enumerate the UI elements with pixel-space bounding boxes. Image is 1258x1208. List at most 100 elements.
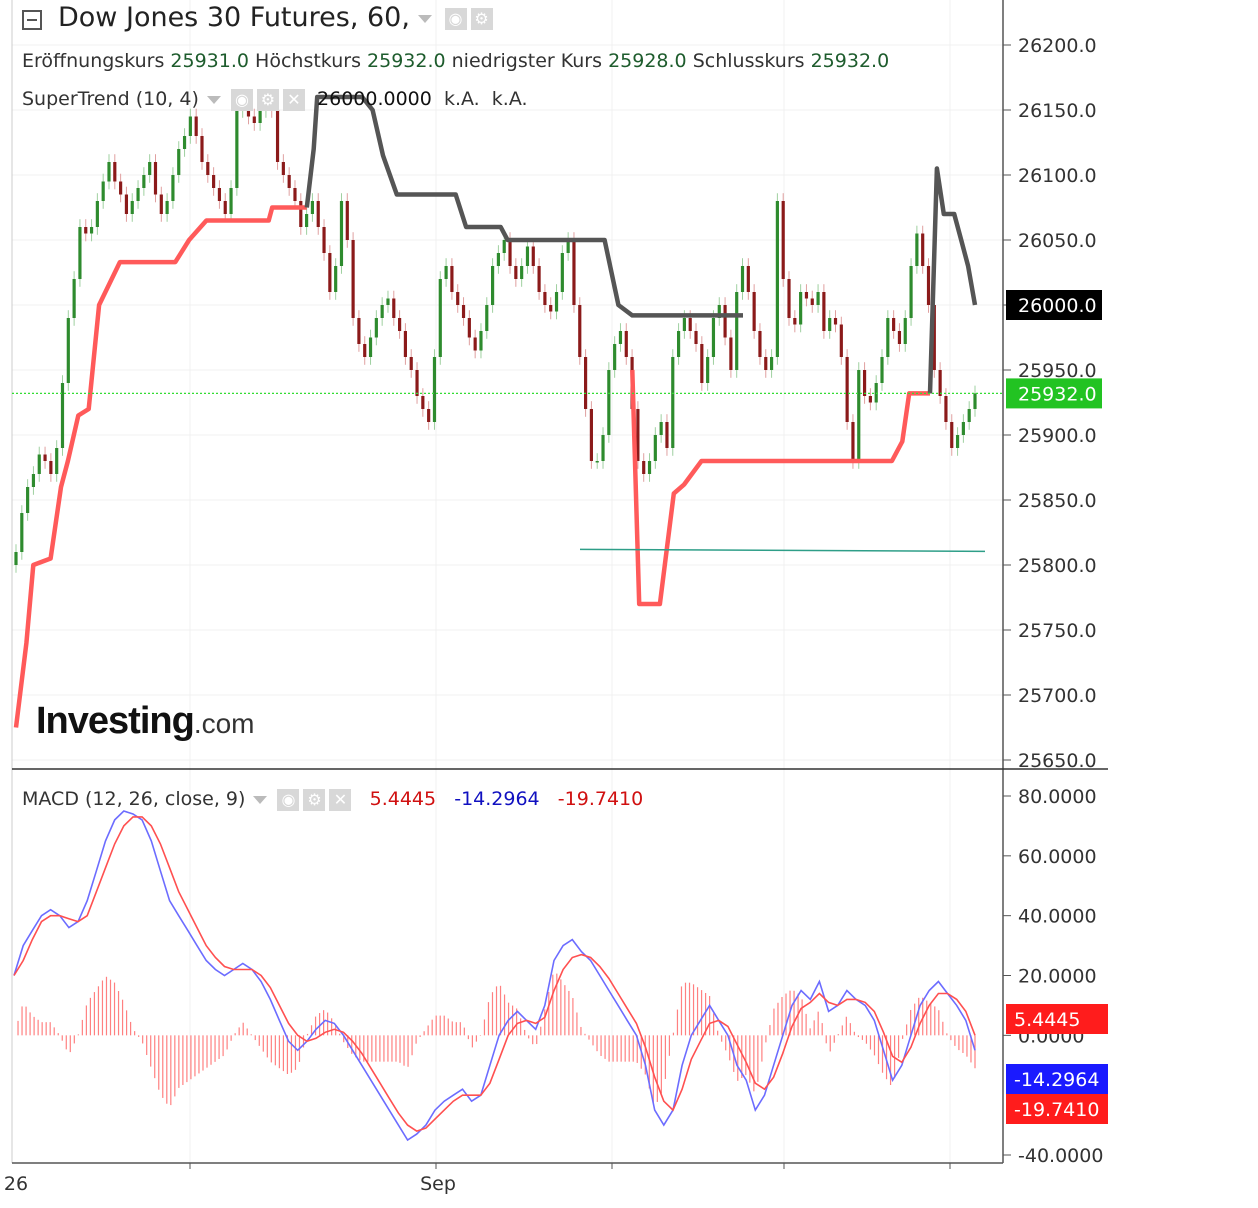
candle-body bbox=[305, 214, 309, 227]
candle-body bbox=[78, 227, 82, 279]
macd-value-badge-label: -14.2964 bbox=[1014, 1069, 1099, 1091]
candle-body bbox=[427, 409, 431, 422]
candle-body bbox=[113, 162, 117, 182]
candle-body bbox=[607, 370, 611, 435]
candle-body bbox=[636, 409, 640, 461]
candle-body bbox=[874, 383, 878, 403]
candle-body bbox=[392, 298, 396, 318]
current-price-label: 25932.0 bbox=[1018, 383, 1097, 405]
logo-suffix: .com bbox=[193, 708, 255, 739]
candle-body bbox=[601, 435, 605, 461]
candle-body bbox=[554, 292, 559, 312]
candle-body bbox=[508, 240, 512, 266]
chevron-down-icon[interactable] bbox=[253, 795, 268, 804]
candle-body bbox=[461, 305, 466, 318]
supertrend-na2: k.A. bbox=[491, 88, 528, 110]
candle-body bbox=[833, 318, 838, 325]
candle-body bbox=[403, 331, 408, 357]
grid-lines bbox=[12, 0, 1003, 1163]
support-line bbox=[579, 548, 986, 553]
gear-icon[interactable]: ⚙ bbox=[303, 788, 326, 811]
candle-body bbox=[485, 305, 489, 331]
supertrend-price-label: 26000.0 bbox=[1018, 295, 1097, 317]
macd-y-tick-label: 20.0000 bbox=[1018, 966, 1097, 988]
candle-body bbox=[880, 357, 884, 383]
candle-body bbox=[560, 253, 564, 292]
candle-body bbox=[938, 370, 942, 396]
candle-body bbox=[450, 266, 454, 292]
candle-body bbox=[799, 292, 803, 325]
title-text: Dow Jones 30 Futures, 60, bbox=[58, 2, 410, 33]
candle-body bbox=[583, 357, 588, 409]
candle-body bbox=[537, 266, 541, 292]
supertrend-na1: k.A. bbox=[443, 88, 480, 110]
candle-body bbox=[258, 110, 262, 123]
candle-body bbox=[322, 227, 326, 253]
high-label: Höchstkurs bbox=[255, 50, 361, 72]
candle-body bbox=[903, 318, 907, 344]
candle-body bbox=[188, 116, 192, 136]
candle-body bbox=[892, 318, 896, 331]
candle-body bbox=[194, 116, 198, 136]
candle-body bbox=[496, 253, 500, 266]
y-tick-label: 26200.0 bbox=[1018, 35, 1097, 57]
y-tick-label: 25750.0 bbox=[1018, 620, 1097, 642]
low-value: 25928.0 bbox=[608, 50, 687, 72]
close-icon[interactable]: ✕ bbox=[329, 788, 352, 811]
y-tick-label: 25850.0 bbox=[1018, 490, 1097, 512]
candle-body bbox=[700, 344, 704, 383]
candle-body bbox=[845, 357, 849, 422]
candle-body bbox=[473, 337, 477, 351]
macd-histogram bbox=[17, 973, 976, 1106]
candle-body bbox=[334, 266, 338, 292]
macd-line-value: -14.2964 bbox=[454, 788, 540, 810]
supertrend-value: 26000.0000 bbox=[317, 88, 432, 110]
candle-body bbox=[868, 396, 872, 403]
candle-body bbox=[20, 513, 24, 552]
candle-body bbox=[618, 331, 623, 344]
candle-body bbox=[589, 409, 593, 461]
supertrend-legend: SuperTrend (10, 4) ◉ ⚙ ✕ 26000.0000 k.A. k… bbox=[22, 88, 528, 111]
eye-icon[interactable]: ◉ bbox=[230, 88, 253, 111]
candle-body bbox=[95, 201, 99, 227]
candle-body bbox=[740, 266, 745, 292]
y-tick-label: 25950.0 bbox=[1018, 360, 1097, 382]
eye-icon[interactable]: ◉ bbox=[277, 788, 300, 811]
candle-body bbox=[275, 110, 280, 162]
candle-body bbox=[676, 331, 681, 357]
candle-body bbox=[171, 175, 175, 201]
collapse-icon[interactable] bbox=[22, 10, 42, 30]
candle-body bbox=[897, 331, 902, 344]
candle-body bbox=[682, 318, 686, 331]
macd-y-tick-label: 40.0000 bbox=[1018, 906, 1097, 928]
candle-body bbox=[357, 318, 361, 344]
close-icon[interactable]: ✕ bbox=[282, 88, 305, 111]
candle-body bbox=[252, 116, 256, 123]
supertrend-label: SuperTrend (10, 4) bbox=[22, 88, 199, 110]
low-label: niedrigster Kurs bbox=[451, 50, 603, 72]
candle-body bbox=[130, 201, 134, 214]
chevron-down-icon[interactable] bbox=[417, 14, 432, 23]
candle-body bbox=[659, 422, 663, 435]
candle-body bbox=[828, 318, 832, 331]
y-tick-label: 26150.0 bbox=[1018, 100, 1097, 122]
supertrend-up-line bbox=[13, 205, 307, 728]
candle-body bbox=[89, 227, 94, 234]
gear-icon[interactable]: ⚙ bbox=[470, 7, 493, 30]
candle-body bbox=[14, 552, 18, 565]
candle-body bbox=[624, 331, 628, 357]
candle-body bbox=[368, 337, 373, 357]
candle-body bbox=[886, 318, 890, 357]
eye-icon[interactable]: ◉ bbox=[444, 7, 467, 30]
y-tick-label: 25900.0 bbox=[1018, 425, 1097, 447]
candle-body bbox=[973, 393, 977, 409]
candle-body bbox=[444, 266, 448, 279]
candle-body bbox=[363, 344, 367, 357]
macd-value-badge bbox=[1006, 1004, 1108, 1034]
candle-body bbox=[688, 318, 692, 331]
gear-icon[interactable]: ⚙ bbox=[256, 88, 279, 111]
current-price-badge bbox=[1006, 378, 1102, 409]
candle-body bbox=[543, 292, 547, 305]
candle-body bbox=[136, 188, 140, 201]
chevron-down-icon[interactable] bbox=[206, 95, 221, 104]
